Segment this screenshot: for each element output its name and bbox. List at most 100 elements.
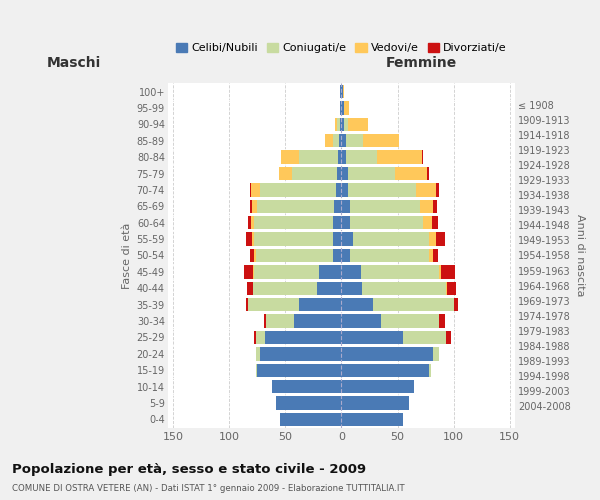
Bar (341, 265, 361, 278)
Bar (281, 150, 299, 164)
Bar (280, 412, 341, 426)
Bar (272, 380, 341, 394)
Bar (381, 314, 439, 328)
Bar (252, 232, 254, 246)
Text: COMUNE DI OSTRA VETERE (AN) - Dati ISTAT 1° gennaio 2009 - Elaborazione TUTTITAL: COMUNE DI OSTRA VETERE (AN) - Dati ISTAT… (12, 484, 404, 493)
Bar (429, 249, 433, 262)
Bar (341, 380, 415, 394)
Bar (251, 216, 254, 230)
Bar (353, 232, 429, 246)
Bar (257, 200, 334, 213)
Bar (403, 330, 446, 344)
Bar (433, 249, 438, 262)
Bar (363, 134, 398, 147)
Bar (341, 396, 409, 410)
Bar (341, 85, 343, 98)
Bar (341, 150, 346, 164)
Bar (278, 167, 292, 180)
Bar (256, 249, 332, 262)
Bar (299, 298, 341, 312)
Bar (250, 249, 254, 262)
Bar (250, 200, 252, 213)
Bar (446, 282, 447, 295)
Bar (260, 183, 336, 196)
Bar (252, 200, 257, 213)
Bar (253, 282, 317, 295)
Text: Femmine: Femmine (386, 56, 457, 70)
Bar (348, 167, 395, 180)
Bar (266, 314, 295, 328)
Bar (295, 314, 341, 328)
Bar (346, 134, 363, 147)
Bar (346, 150, 377, 164)
Bar (373, 298, 454, 312)
Bar (248, 216, 251, 230)
Bar (341, 347, 433, 360)
Bar (337, 118, 340, 131)
Bar (254, 265, 319, 278)
Bar (429, 364, 431, 377)
Bar (251, 183, 260, 196)
Bar (264, 314, 266, 328)
Bar (250, 183, 251, 196)
Bar (256, 364, 257, 377)
Bar (350, 249, 429, 262)
Bar (433, 216, 438, 230)
Bar (332, 232, 341, 246)
Bar (436, 183, 439, 196)
Bar (341, 282, 362, 295)
Bar (253, 265, 254, 278)
Bar (254, 330, 256, 344)
Bar (254, 249, 256, 262)
Bar (335, 118, 337, 131)
Bar (341, 330, 403, 344)
Bar (350, 216, 424, 230)
Text: Popolazione per età, sesso e stato civile - 2009: Popolazione per età, sesso e stato civil… (12, 462, 366, 475)
Bar (338, 150, 341, 164)
Bar (439, 265, 441, 278)
Bar (341, 200, 350, 213)
Bar (336, 183, 341, 196)
Bar (247, 282, 253, 295)
Bar (350, 200, 420, 213)
Bar (332, 216, 341, 230)
Bar (246, 232, 252, 246)
Bar (265, 330, 341, 344)
Bar (433, 200, 437, 213)
Bar (341, 249, 350, 262)
Bar (348, 118, 368, 131)
Bar (317, 282, 341, 295)
Bar (348, 183, 416, 196)
Bar (319, 265, 341, 278)
Bar (433, 347, 439, 360)
Bar (362, 282, 446, 295)
Bar (341, 298, 373, 312)
Bar (277, 396, 341, 410)
Bar (256, 347, 260, 360)
Text: Maschi: Maschi (47, 56, 101, 70)
Bar (424, 216, 433, 230)
Bar (377, 150, 422, 164)
Bar (422, 150, 424, 164)
Bar (441, 265, 455, 278)
Bar (447, 282, 456, 295)
Bar (341, 167, 348, 180)
Bar (334, 200, 341, 213)
Bar (416, 183, 436, 196)
Bar (341, 314, 381, 328)
Bar (439, 314, 445, 328)
Bar (332, 134, 339, 147)
Bar (332, 249, 341, 262)
Bar (341, 101, 344, 114)
Bar (257, 364, 341, 377)
Bar (427, 167, 429, 180)
Y-axis label: Anni di nascita: Anni di nascita (575, 214, 585, 296)
Bar (248, 298, 299, 312)
Bar (446, 330, 451, 344)
Bar (246, 298, 248, 312)
Bar (341, 412, 403, 426)
Bar (420, 200, 433, 213)
Bar (292, 167, 337, 180)
Bar (361, 265, 439, 278)
Bar (344, 101, 349, 114)
